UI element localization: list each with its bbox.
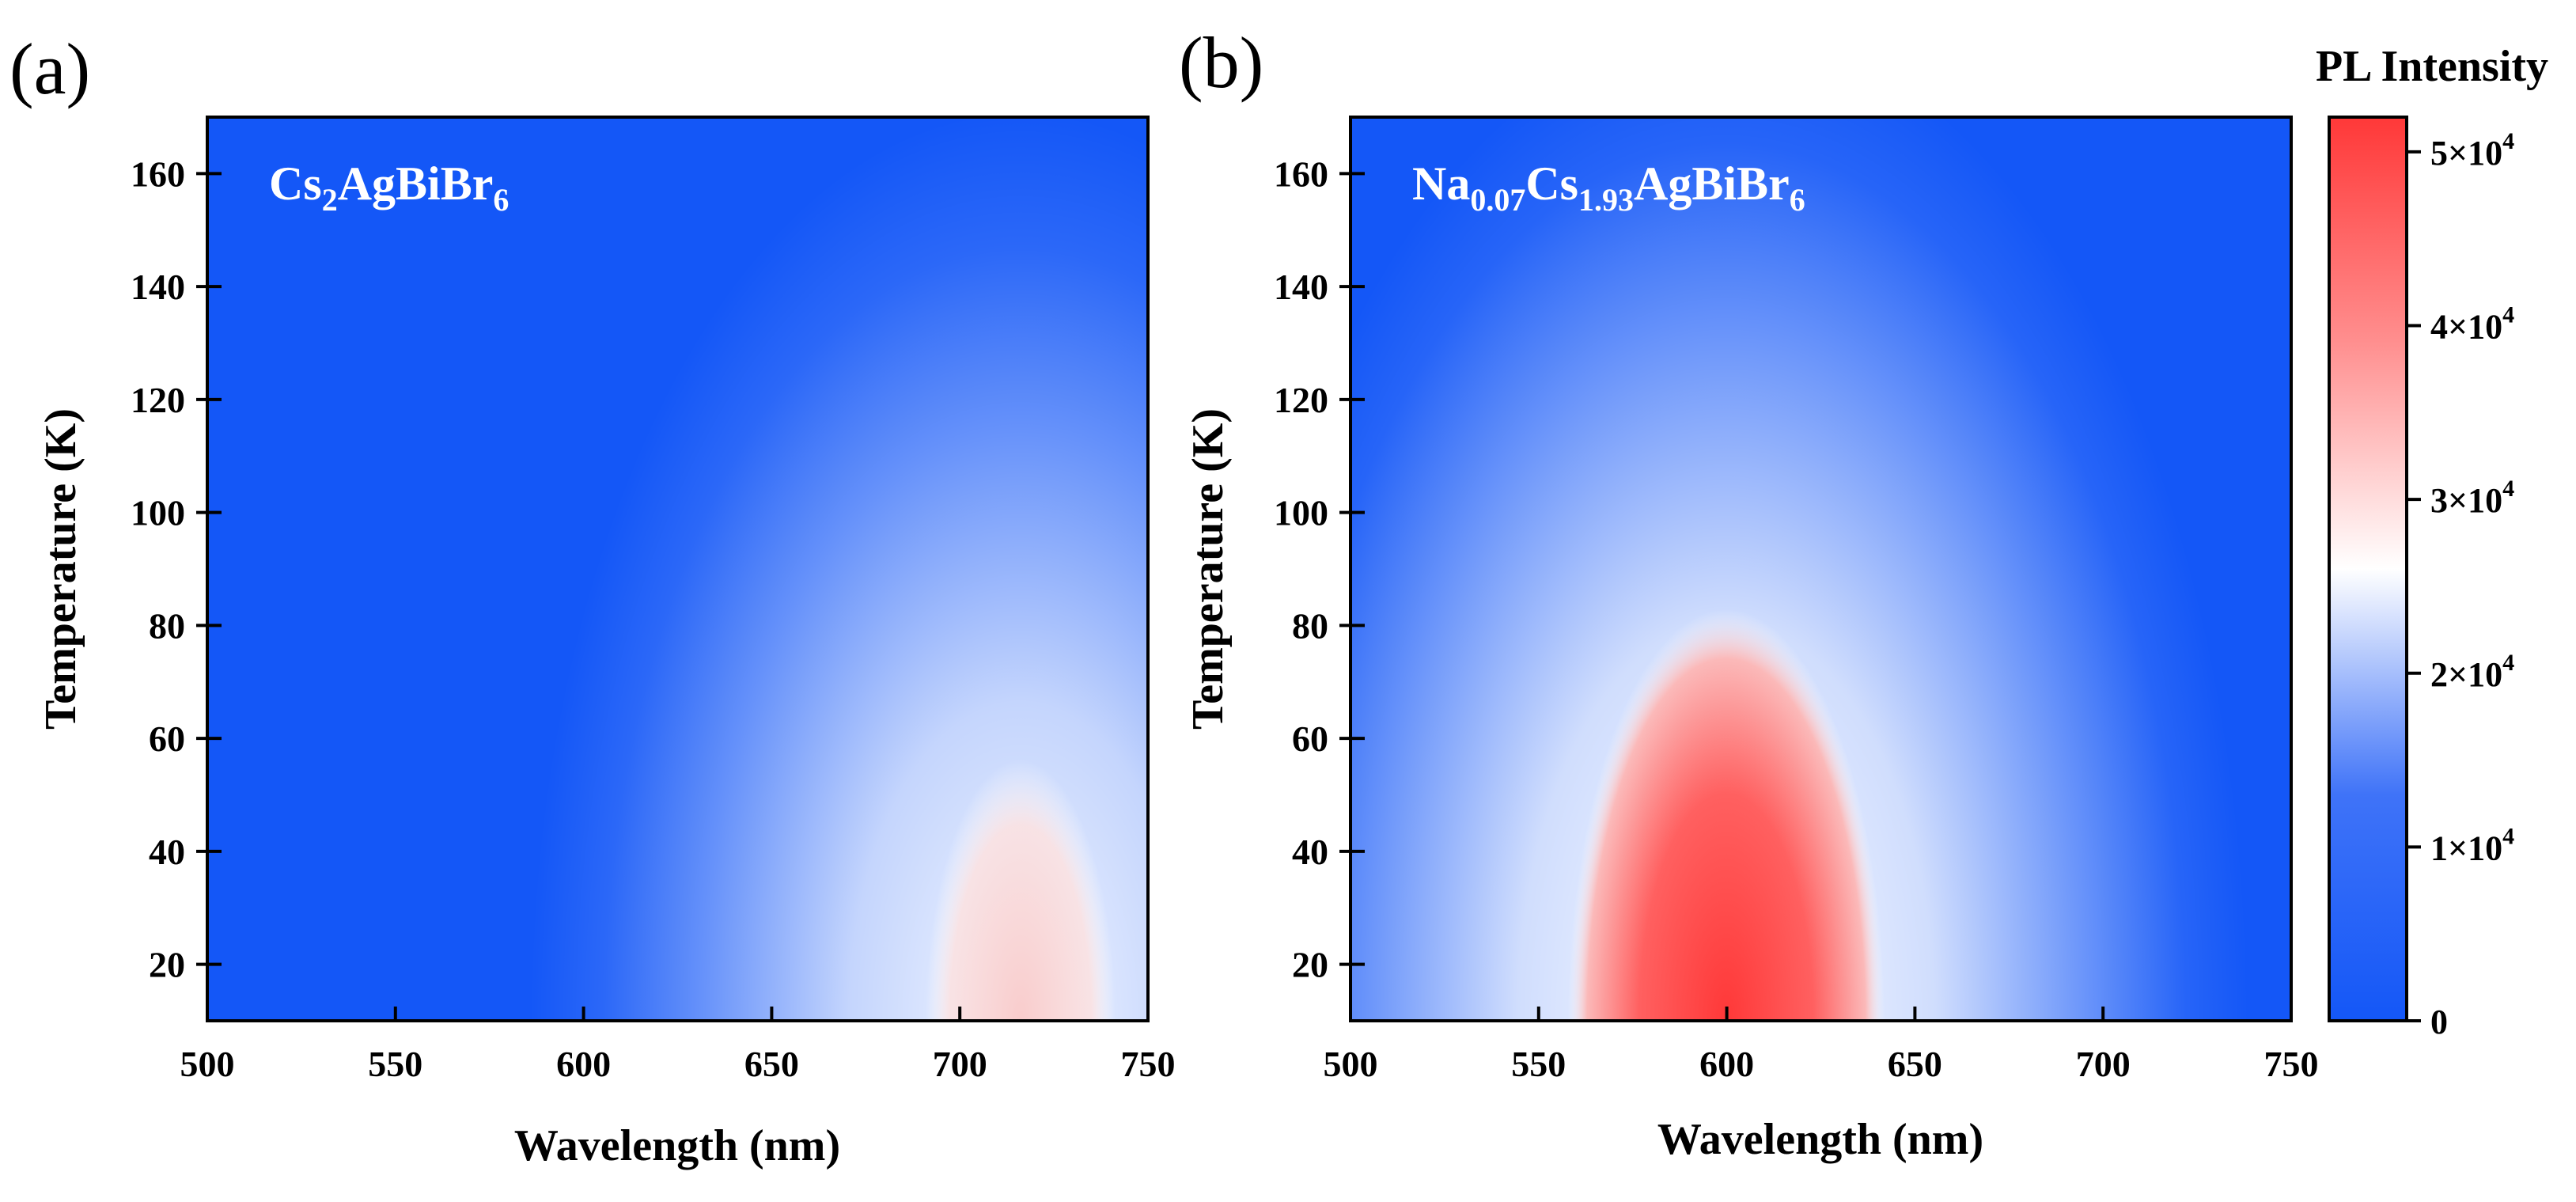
panel-a-y-tick-label: 160: [131, 154, 185, 194]
panel-b-y-tick-label: 40: [1292, 832, 1328, 872]
panel-a-x-tick-label: 500: [180, 1044, 235, 1084]
panel-a-x-ticks: 500 550 600 650 700 750: [180, 1007, 1176, 1084]
panel-a-x-tick-label: 650: [744, 1044, 799, 1084]
colorbar-tick-label: 1×104: [2430, 823, 2514, 867]
panel-b-y-ticks: 20 40 60 80 100 120 140 160: [1274, 154, 1365, 985]
colorbar-tick-mantissa: 5×10: [2430, 134, 2502, 173]
colorbar-tick-label: 4×104: [2430, 302, 2514, 347]
panel-b-x-tick-label: 600: [1699, 1044, 1754, 1084]
panel-b-x-tick-label: 550: [1511, 1044, 1566, 1084]
panel-b-sample-label: Na0.07Cs1.93AgBiBr6: [1412, 157, 1805, 218]
panel-b-y-tick-label: 160: [1274, 154, 1328, 194]
panel-b: (b) Na0.07Cs1.93AgBiBr6 500 550 600 650 700 7…: [1179, 22, 2319, 1164]
panel-a-y-tick-label: 20: [149, 945, 185, 985]
panel-a-y-tick-label: 80: [149, 605, 185, 646]
panel-b-y-tick-label: 20: [1292, 945, 1328, 985]
panel-a-peak: [207, 117, 1148, 1021]
panel-a-y-tick-label: 100: [131, 493, 185, 533]
sample-label-part: 0.07: [1470, 182, 1525, 218]
sample-label-part: AgBiBr: [1634, 157, 1790, 210]
sample-label-part: Cs: [269, 157, 322, 210]
panel-b-y-tick-label: 140: [1274, 267, 1328, 307]
panel-a-x-tick-label: 600: [556, 1044, 611, 1084]
sample-label-part: 2: [322, 182, 338, 218]
panel-b-y-axis-title: Temperature (K): [1184, 408, 1233, 730]
colorbar-tick-label: 3×104: [2430, 476, 2514, 520]
panel-a-label: (a): [9, 28, 90, 109]
sample-label-part: 6: [493, 182, 509, 218]
panel-a-y-tick-label: 60: [149, 719, 185, 759]
panel-a-heatmap: [207, 117, 1148, 1021]
panel-b-frame: [1349, 116, 2293, 1022]
panel-a-y-axis-title: Temperature (K): [36, 408, 85, 730]
panel-b-x-tick-label: 500: [1324, 1044, 1378, 1084]
colorbar-tick-mantissa: 3×10: [2430, 481, 2502, 520]
panel-b-label: (b): [1179, 22, 1263, 103]
panel-b-x-ticks: 500 550 600 650 700 750: [1324, 1007, 2319, 1084]
colorbar-tick-exponent: 4: [2502, 302, 2514, 328]
colorbar-tick-exponent: 4: [2502, 476, 2514, 502]
colorbar-tick-exponent: 4: [2502, 823, 2514, 849]
panel-a: (a) Cs2AgBiBr6 500 550 600 650 700 750 20 40 60…: [9, 28, 1176, 1170]
panel-b-y-tick-label: 80: [1292, 605, 1328, 646]
panel-b-x-axis-title: Wavelength (nm): [1657, 1115, 1983, 1164]
panel-b-x-tick-label: 700: [2076, 1044, 2131, 1084]
colorbar-tick-exponent: 4: [2502, 650, 2514, 676]
colorbar-title: PL Intensity: [2316, 42, 2548, 91]
panel-a-y-ticks: 20 40 60 80 100 120 140 160: [131, 154, 222, 985]
colorbar-tick-mantissa: 0: [2430, 1003, 2448, 1041]
panel-b-y-tick-label: 120: [1274, 380, 1328, 420]
colorbar-tick-label: 5×104: [2430, 128, 2514, 173]
sample-label-part: AgBiBr: [338, 157, 494, 210]
panel-b-x-tick-label: 650: [1888, 1044, 1942, 1084]
panel-b-heatmap: [1351, 117, 2291, 1021]
colorbar-gradient: [2328, 116, 2408, 1022]
panel-b-y-tick-label: 100: [1274, 493, 1328, 533]
sample-label-part: Na: [1412, 157, 1470, 210]
colorbar-tick-exponent: 4: [2502, 128, 2514, 154]
panel-a-x-tick-label: 700: [933, 1044, 987, 1084]
sample-label-part: 1.93: [1578, 182, 1634, 218]
panel-a-x-tick-label: 750: [1121, 1044, 1176, 1084]
sample-label-part: Cs: [1525, 157, 1578, 210]
panel-a-x-tick-label: 550: [368, 1044, 422, 1084]
colorbar-tick-label: 0: [2430, 1003, 2448, 1041]
panel-a-y-tick-label: 140: [131, 267, 185, 307]
panel-a-y-tick-label: 40: [149, 832, 185, 872]
sample-label-part: 6: [1790, 182, 1805, 218]
panel-a-frame: [206, 116, 1150, 1022]
colorbar-tick-mantissa: 4×10: [2430, 308, 2502, 347]
panel-a-sample-label: Cs2AgBiBr6: [269, 157, 509, 218]
panel-b-y-tick-label: 60: [1292, 719, 1328, 759]
colorbar-tick-label: 2×104: [2430, 650, 2514, 694]
panel-a-x-axis-title: Wavelength (nm): [514, 1121, 840, 1170]
panel-b-peak: [1351, 117, 2291, 1021]
panel-b-x-tick-label: 750: [2264, 1044, 2319, 1084]
colorbar-tick-mantissa: 1×10: [2430, 829, 2502, 867]
panel-a-y-tick-label: 120: [131, 380, 185, 420]
colorbar-tick-mantissa: 2×10: [2430, 655, 2502, 694]
